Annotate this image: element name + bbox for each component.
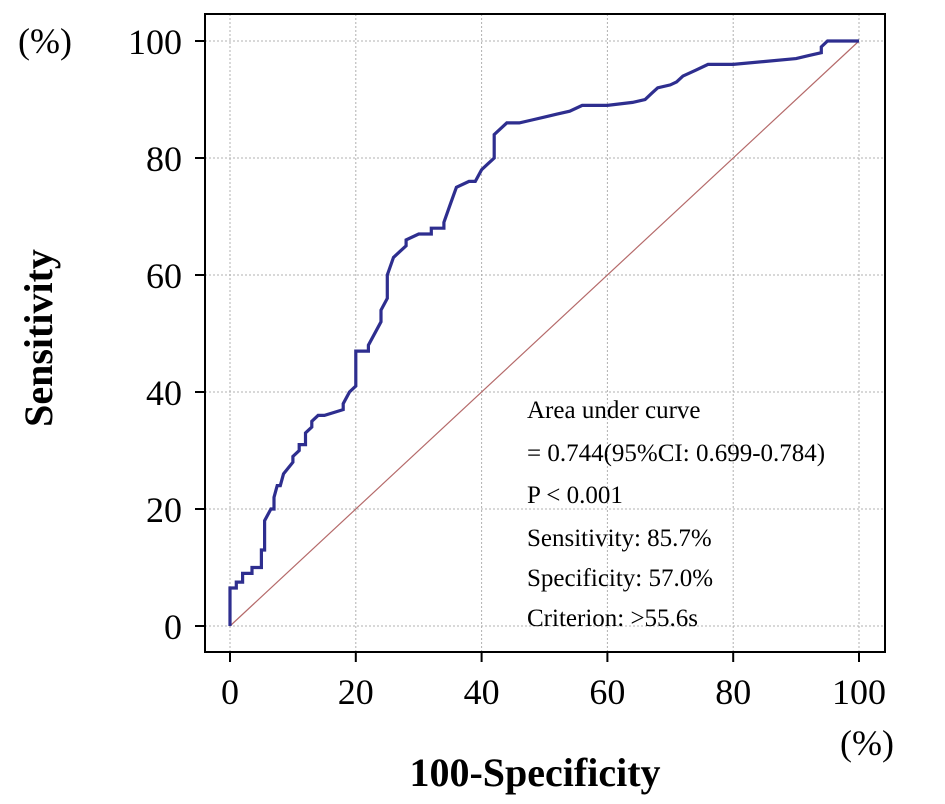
x-tick-label: 60 bbox=[589, 672, 625, 712]
x-tick-label: 100 bbox=[832, 672, 886, 712]
y-tick-label: 100 bbox=[128, 22, 182, 62]
criterion-value: Criterion: >55.6s bbox=[527, 605, 698, 632]
y-tick-label: 20 bbox=[146, 490, 182, 530]
ticks: 0 20 40 60 80 100 0 20 40 60 80 100 bbox=[128, 22, 886, 712]
x-tick-label: 80 bbox=[715, 672, 751, 712]
grid bbox=[205, 14, 885, 652]
auc-label: Area under curve bbox=[527, 397, 701, 424]
x-unit-label: (%) bbox=[840, 723, 894, 763]
y-tick-label: 60 bbox=[146, 256, 182, 296]
p-value: P < 0.001 bbox=[527, 482, 623, 509]
series-layer bbox=[228, 39, 860, 627]
y-tick-label: 40 bbox=[146, 373, 182, 413]
sensitivity-value: Sensitivity: 85.7% bbox=[527, 525, 712, 552]
x-tick-label: 20 bbox=[338, 672, 374, 712]
auc-value: = 0.744(95%CI: 0.699-0.784) bbox=[527, 440, 825, 467]
y-axis-title: Sensitivity bbox=[16, 249, 61, 427]
roc-curve bbox=[228, 39, 859, 626]
stats-annotation: Area under curve = 0.744(95%CI: 0.699-0.… bbox=[527, 397, 825, 632]
x-tick-label: 0 bbox=[221, 672, 239, 712]
y-unit-label: (%) bbox=[18, 21, 72, 61]
reference-line bbox=[229, 40, 860, 627]
y-tick-label: 80 bbox=[146, 139, 182, 179]
x-axis-title: 100-Specificity bbox=[409, 750, 660, 795]
y-tick-label: 0 bbox=[164, 607, 182, 647]
x-tick-label: 40 bbox=[464, 672, 500, 712]
plot-frame bbox=[204, 13, 886, 653]
specificity-value: Specificity: 57.0% bbox=[527, 565, 713, 592]
